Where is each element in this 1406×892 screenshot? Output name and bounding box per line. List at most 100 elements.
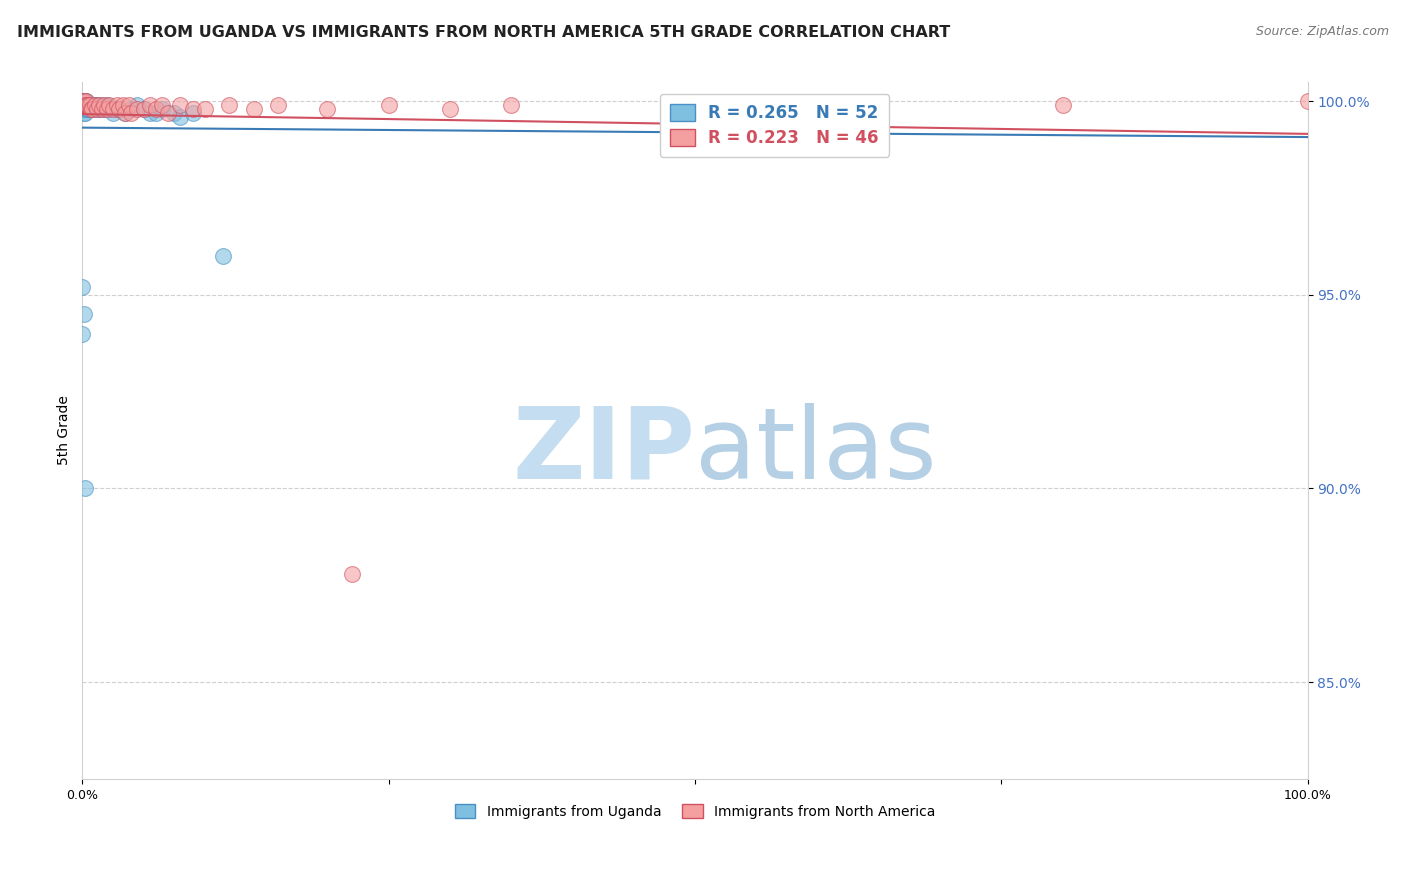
Point: [111, 98, 134, 112]
Text: atlas: atlas: [695, 403, 936, 500]
Point: [75, 98, 97, 112]
Point: [75, 95, 97, 109]
Point: [76, 98, 98, 112]
Point: [72, 102, 94, 116]
Point: [150, 102, 173, 116]
Point: [316, 102, 339, 116]
Point: [1052, 98, 1074, 112]
Text: ZIP: ZIP: [512, 403, 695, 500]
Point: [72, 95, 94, 109]
Point: [72, 95, 94, 109]
Point: [73, 106, 96, 120]
Point: [72, 98, 94, 112]
Point: [163, 106, 186, 120]
Point: [83, 98, 105, 112]
Point: [72, 98, 94, 112]
Point: [82, 102, 104, 116]
Point: [75, 95, 97, 109]
Point: [98, 102, 121, 116]
Point: [181, 102, 204, 116]
Point: [73, 98, 96, 112]
Point: [120, 102, 142, 116]
Point: [75, 98, 97, 112]
Point: [194, 102, 217, 116]
Point: [82, 102, 104, 116]
Point: [101, 102, 124, 116]
Point: [120, 106, 142, 120]
Point: [72, 326, 94, 341]
Point: [77, 98, 100, 112]
Point: [157, 106, 180, 120]
Point: [76, 98, 98, 112]
Point: [138, 106, 160, 120]
Point: [105, 102, 128, 116]
Text: IMMIGRANTS FROM UGANDA VS IMMIGRANTS FROM NORTH AMERICA 5TH GRADE CORRELATION CH: IMMIGRANTS FROM UGANDA VS IMMIGRANTS FRO…: [17, 25, 950, 40]
Point: [806, 98, 828, 112]
Point: [84, 98, 107, 112]
Point: [77, 98, 100, 112]
Point: [75, 102, 97, 116]
Point: [132, 102, 155, 116]
Point: [150, 98, 173, 112]
Point: [145, 102, 167, 116]
Point: [108, 102, 131, 116]
Point: [80, 102, 103, 116]
Point: [72, 95, 94, 109]
Text: Source: ZipAtlas.com: Source: ZipAtlas.com: [1256, 25, 1389, 38]
Point: [86, 102, 108, 116]
Point: [72, 95, 94, 109]
Point: [79, 98, 101, 112]
Point: [96, 102, 118, 116]
Point: [181, 106, 204, 120]
Point: [267, 98, 290, 112]
Point: [73, 98, 96, 112]
Point: [72, 280, 94, 294]
Point: [108, 102, 131, 116]
Point: [72, 95, 94, 109]
Point: [83, 98, 105, 112]
Point: [72, 98, 94, 112]
Point: [127, 98, 149, 112]
Point: [105, 98, 128, 112]
Point: [73, 482, 96, 496]
Point: [145, 106, 167, 120]
Y-axis label: 5th Grade: 5th Grade: [58, 395, 72, 466]
Point: [72, 98, 94, 112]
Point: [218, 98, 240, 112]
Point: [72, 106, 94, 120]
Point: [439, 102, 461, 116]
Point: [86, 102, 108, 116]
Point: [87, 102, 110, 116]
Point: [377, 98, 399, 112]
Point: [89, 98, 111, 112]
Point: [1296, 95, 1319, 109]
Point: [79, 98, 101, 112]
Point: [90, 102, 112, 116]
Point: [90, 98, 112, 112]
Point: [169, 110, 191, 124]
Point: [114, 106, 136, 120]
Point: [96, 98, 118, 112]
Point: [93, 98, 115, 112]
Point: [127, 102, 149, 116]
Point: [138, 98, 160, 112]
Point: [73, 95, 96, 109]
Point: [80, 98, 103, 112]
Point: [72, 95, 94, 109]
Point: [76, 102, 98, 116]
Point: [98, 98, 121, 112]
Point: [118, 98, 141, 112]
Point: [114, 106, 136, 120]
Point: [101, 106, 124, 120]
Point: [90, 102, 112, 116]
Point: [683, 98, 706, 112]
Point: [340, 566, 363, 581]
Point: [82, 98, 104, 112]
Point: [243, 102, 266, 116]
Point: [72, 102, 94, 116]
Point: [72, 95, 94, 109]
Point: [72, 98, 94, 112]
Point: [72, 98, 94, 112]
Point: [93, 102, 115, 116]
Point: [72, 98, 94, 112]
